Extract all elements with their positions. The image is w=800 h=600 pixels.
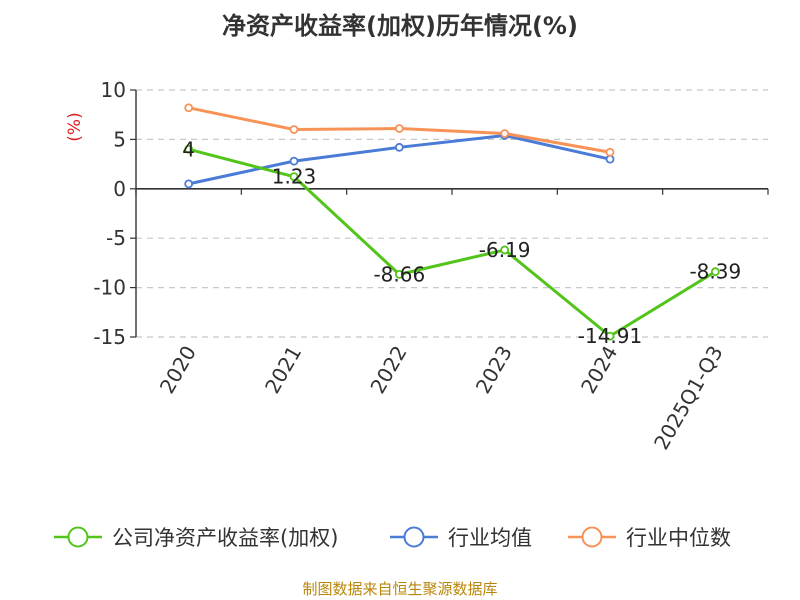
data-label: -8.39: [689, 260, 741, 284]
data-point: [184, 144, 194, 154]
data-label: 4: [182, 137, 195, 161]
legend-label: 行业均值: [448, 526, 532, 550]
data-labels: 4 1.23 -8.66 -6.19 -14.91 -8.39: [182, 137, 741, 348]
legend-label: 公司净资产收益率(加权): [112, 526, 338, 550]
legend-marker: [403, 526, 425, 548]
series-line: [188, 133, 611, 186]
data-point: [605, 154, 615, 164]
legend: 公司净资产收益率(加权) 行业均值 行业中位数: [54, 526, 731, 550]
chart-title: 净资产收益率(加权)历年情况(%): [222, 12, 578, 40]
y-tick-label: 5: [113, 127, 126, 151]
data-point: [394, 124, 404, 133]
data-point: [710, 267, 720, 277]
x-tick-label: 2024: [576, 342, 622, 398]
data-label: -6.19: [479, 238, 531, 262]
legend-marker: [581, 526, 603, 548]
y-tick-label: 10: [101, 78, 126, 102]
legend-label: 行业中位数: [626, 526, 731, 550]
data-label: 1.23: [272, 165, 317, 189]
data-label: -14.91: [578, 324, 642, 348]
x-tick-label: 2025Q1-Q3: [649, 342, 728, 454]
data-point: [184, 179, 194, 189]
x-tick-label: 2022: [365, 342, 411, 398]
data-point: [394, 269, 404, 279]
x-tick-label: 2021: [260, 342, 306, 398]
series-line: [188, 147, 717, 338]
data-point: [500, 245, 510, 255]
series: [184, 103, 720, 341]
data-point: [289, 156, 299, 166]
y-tick-label: -5: [106, 226, 126, 250]
grid: [136, 89, 768, 338]
y-tick-label: -15: [93, 325, 126, 349]
data-point: [605, 331, 615, 341]
data-label: -8.66: [373, 262, 425, 286]
data-point: [500, 129, 510, 138]
data-point: [605, 147, 615, 157]
source-note: 制图数据来自恒生聚源数据库: [302, 580, 498, 598]
data-point: [394, 142, 404, 152]
data-point: [289, 172, 299, 182]
y-tick-label: -10: [93, 276, 126, 300]
legend-marker: [67, 526, 89, 548]
data-point: [184, 103, 194, 113]
data-point: [289, 125, 299, 134]
x-tick-label: 2023: [471, 342, 517, 398]
y-axis-label: (%): [65, 112, 85, 141]
x-tick-label: 2020: [155, 342, 201, 398]
y-tick-label: 0: [113, 177, 126, 201]
